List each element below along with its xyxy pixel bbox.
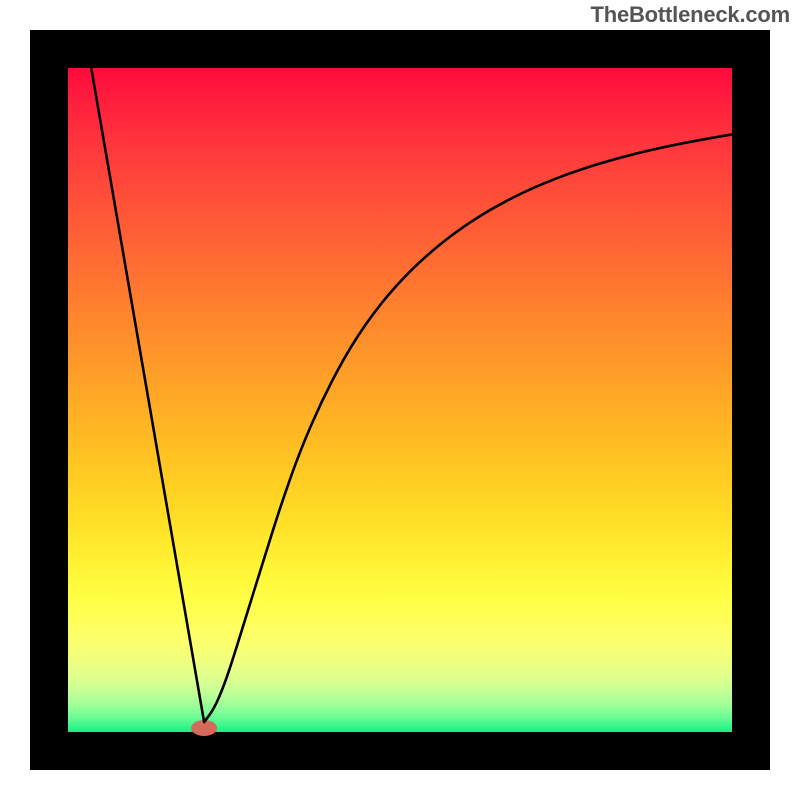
chart-canvas: TheBottleneck.com xyxy=(0,0,800,800)
plot-background xyxy=(68,68,732,732)
chart-svg xyxy=(0,0,800,800)
watermark-text: TheBottleneck.com xyxy=(590,2,790,28)
